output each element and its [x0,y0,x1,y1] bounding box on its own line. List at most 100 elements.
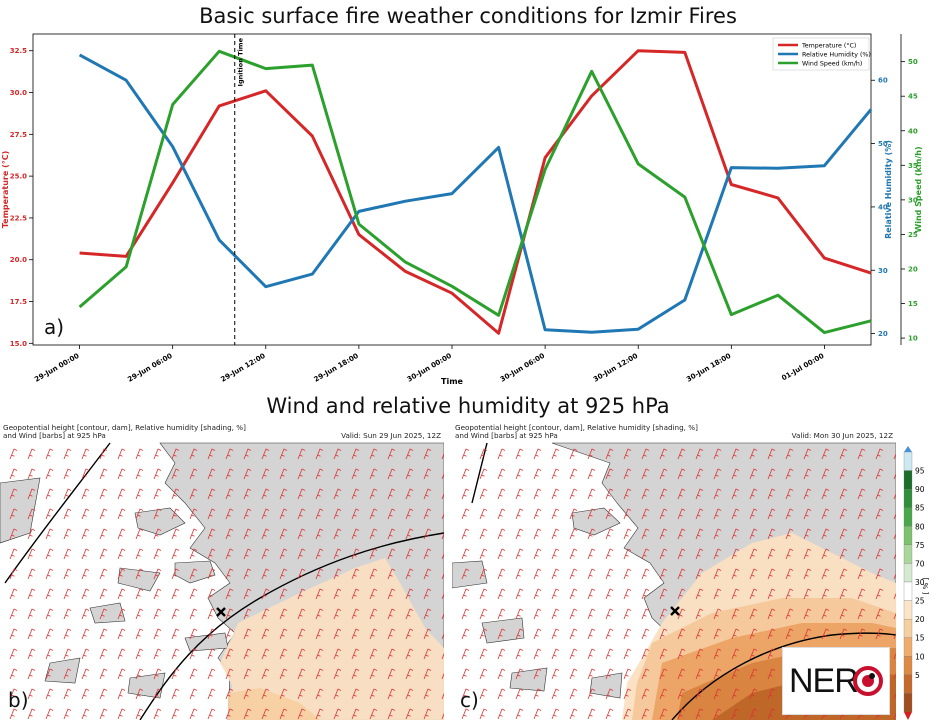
wind-barb [207,708,216,720]
wind-barb [279,468,288,480]
wind-barb [243,668,252,680]
wind-barb [333,708,342,720]
wind-barb [767,528,776,540]
wind-barb [405,488,414,500]
wind-barb [297,688,306,700]
wind-barb [623,528,632,540]
wind-barb [351,488,360,500]
wind-barb [279,688,288,700]
wind-barb [605,588,614,600]
wind-barb [515,448,524,460]
wind-barb [387,488,396,500]
wind-barb [623,668,632,680]
wind-barb [731,508,740,520]
wind-barb [803,628,812,640]
wind-barb [207,508,216,520]
wind-barb [315,548,324,560]
wind-barb [479,548,488,560]
map-valid-time: Valid: Mon 30 Jun 2025, 12Z [791,431,893,440]
wind-barb [441,472,444,480]
y-tick-label: 40 [878,203,888,211]
wind-barb [461,688,470,700]
wind-barb [351,468,360,480]
wind-barb [785,488,794,500]
wind-barb [189,468,198,480]
wind-barb [767,608,776,620]
wind-barb [875,508,884,520]
wind-barb [423,548,432,560]
wind-barb [623,568,632,580]
wind-barb [497,628,506,640]
wind-barb [369,688,378,700]
wind-barb [569,688,578,700]
legend-label: Temperature (°C) [801,41,856,49]
wind-barb [479,608,488,620]
wind-barb [153,548,162,560]
wind-barb [261,708,270,720]
wind-barb [225,668,234,680]
wind-barb [551,488,560,500]
wind-barb [261,528,270,540]
wind-barb [405,588,414,600]
wind-barb [677,648,686,660]
wind-barb [405,528,414,540]
wind-barb [461,548,470,560]
wind-barb [333,568,342,580]
wind-barb [171,508,180,520]
wind-barb [351,668,360,680]
wind-barb [261,508,270,520]
wind-barb [731,488,740,500]
wind-barb [333,668,342,680]
wind-barb [659,548,668,560]
wind-barb [171,608,180,620]
wind-barb [135,448,144,460]
wind-barb [243,488,252,500]
wind-barb [279,608,288,620]
map-header-line2: and Wind [barbs] at 925 hPa [455,431,558,440]
wind-barb [207,648,216,660]
wind-barb [713,548,722,560]
wind-barb [515,568,524,580]
wind-barb [297,448,306,460]
wind-barb [63,708,72,720]
wind-barb [45,488,54,500]
wind-barb [767,568,776,580]
wind-barb [551,448,560,460]
colorbar-tick-label: 90 [915,485,925,494]
wind-barb [569,628,578,640]
wind-barb [171,528,180,540]
wind-barb [713,448,722,460]
wind-barb [515,528,524,540]
wind-barb [27,648,36,660]
wind-barb [315,708,324,720]
wind-barb [207,588,216,600]
wind-barb [99,568,108,580]
wind-barb [623,588,632,600]
map-header: Geopotential height [contour, dam], Rela… [455,424,893,440]
wind-barb [9,588,18,600]
wind-barb [45,708,54,720]
wind-barb [189,608,198,620]
wind-barb [9,548,18,560]
y-axis-label: Temperature (°C) [1,151,10,229]
wind-barb [875,548,884,560]
wind-barb [677,548,686,560]
wind-barb [533,488,542,500]
height-contour [471,442,896,720]
wind-barb [423,668,432,680]
wind-barb [713,628,722,640]
wind-barb [243,708,252,720]
wind-barb [695,688,704,700]
wind-barb [479,648,488,660]
wind-barb [297,488,306,500]
wind-barb [297,668,306,680]
wind-barb [479,588,488,600]
wind-barb [767,588,776,600]
wind-barb [333,688,342,700]
wind-barb [479,668,488,680]
wind-barb [731,668,740,680]
wind-barb [117,588,126,600]
wind-barb [423,468,432,480]
maps-title: Wind and relative humidity at 925 hPa [266,394,670,418]
wind-barb [767,648,776,660]
